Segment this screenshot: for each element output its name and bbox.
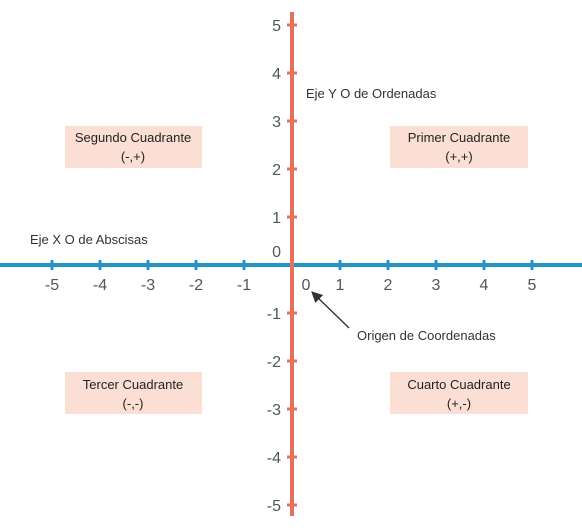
y-tick-label: 3 <box>272 114 281 131</box>
quadrant-primer-name: Primer Cuadrante <box>408 130 511 145</box>
origin-label: Origen de Coordenadas <box>357 328 496 343</box>
quadrant-primer-signs: (+,+) <box>445 149 472 164</box>
quadrant-cuarto-signs: (+,-) <box>447 396 471 411</box>
quadrant-cuarto-name: Cuarto Cuadrante <box>407 377 510 392</box>
quadrant-segundo: Segundo Cuadrante (-,+) <box>65 126 202 168</box>
x-tick-label: 0 <box>302 277 311 294</box>
y-tick-label: 2 <box>272 162 281 179</box>
x-tick-label: -5 <box>45 277 59 294</box>
y-tick-label: -1 <box>267 306 281 323</box>
y-tick-label: 0 <box>272 244 281 261</box>
quadrant-segundo-signs: (-,+) <box>121 149 145 164</box>
quadrant-primer: Primer Cuadrante (+,+) <box>390 126 528 168</box>
x-tick-label: 4 <box>480 277 489 294</box>
quadrant-segundo-name: Segundo Cuadrante <box>75 130 191 145</box>
x-tick-label: 3 <box>432 277 441 294</box>
x-tick-label: -3 <box>141 277 155 294</box>
x-tick-label: -2 <box>189 277 203 294</box>
y-tick-label: 5 <box>272 18 281 35</box>
quadrant-tercer-signs: (-,-) <box>123 396 144 411</box>
quadrant-cuarto: Cuarto Cuadrante (+,-) <box>390 372 528 414</box>
y-tick-label: -4 <box>267 450 281 467</box>
x-tick-label: 1 <box>336 277 345 294</box>
x-tick-label: -1 <box>237 277 251 294</box>
x-tick-label: 2 <box>384 277 393 294</box>
y-axis-title: Eje Y O de Ordenadas <box>306 86 437 101</box>
quadrant-tercer: Tercer Cuadrante (-,-) <box>65 372 202 414</box>
origin-arrow <box>312 292 349 328</box>
y-tick-label: -2 <box>267 354 281 371</box>
x-tick-label: -4 <box>93 277 107 294</box>
y-tick-label: -3 <box>267 402 281 419</box>
y-tick-label: 1 <box>272 210 281 227</box>
y-tick-label: -5 <box>267 498 281 515</box>
x-axis-title: Eje X O de Abscisas <box>30 232 148 247</box>
y-tick-label: 4 <box>272 66 281 83</box>
quadrant-tercer-name: Tercer Cuadrante <box>83 377 183 392</box>
x-tick-label: 5 <box>528 277 537 294</box>
